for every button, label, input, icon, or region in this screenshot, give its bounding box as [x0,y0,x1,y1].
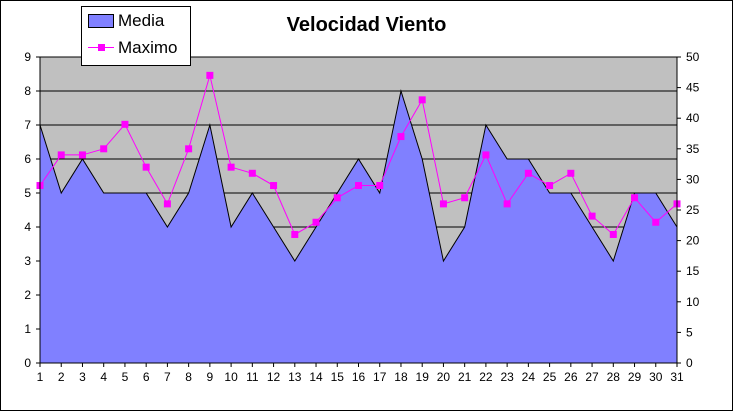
x-tick-label: 28 [607,370,621,384]
legend-item-media: Media [88,10,164,32]
y-left-tick-label: 6 [24,152,31,166]
maximo-point [312,218,320,226]
maximo-point [524,169,532,177]
maximo-point [482,151,490,159]
x-tick-label: 6 [143,370,150,384]
y-left-ticks: 0 1 2 3 4 5 6 7 8 9 [24,50,40,370]
legend: Media Maximo [81,6,191,66]
y-right-tick-label: 35 [686,142,700,156]
legend-item-maximo: Maximo [88,37,178,59]
maximo-point [333,194,341,202]
x-tick-label: 1 [37,370,44,384]
y-right-tick-label: 20 [686,234,700,248]
y-left-tick-label: 3 [24,254,31,268]
maximo-point [376,182,384,190]
maximo-point [397,133,405,141]
x-tick-label: 3 [79,370,86,384]
x-tick-label: 4 [100,370,107,384]
maximo-point [631,194,639,202]
x-tick-label: 26 [564,370,578,384]
x-tick-label: 9 [207,370,214,384]
maximo-point [270,182,278,190]
maximo-point [503,200,511,208]
legend-label-maximo: Maximo [118,38,178,57]
y-right-tick-label: 40 [686,111,700,125]
x-tick-label: 30 [649,370,663,384]
x-tick-label: 21 [458,370,472,384]
x-tick-label: 31 [670,370,684,384]
x-tick-label: 27 [585,370,599,384]
maximo-point [163,200,171,208]
x-tick-label: 2 [58,370,65,384]
y-left-tick-label: 9 [24,50,31,64]
legend-swatch-maximo [88,41,114,55]
maximo-point [121,120,129,128]
x-ticks: 1 2 3 4 5 6 7 8 9 10 11 12 13 14 15 16 17 18 19 20 21 22 23 24 2… [37,363,684,384]
y-right-ticks: 0 5 10 15 20 25 30 35 40 45 50 [677,50,700,370]
legend-swatch-media [88,14,114,28]
x-tick-label: 5 [122,370,129,384]
legend-label-media: Media [118,11,165,30]
x-tick-label: 20 [437,370,451,384]
x-tick-label: 16 [352,370,366,384]
x-tick-label: 17 [373,370,387,384]
maximo-point [57,151,65,159]
y-right-tick-label: 5 [686,325,693,339]
y-right-tick-label: 30 [686,172,700,186]
y-left-tick-label: 8 [24,84,31,98]
y-left-tick-label: 0 [24,356,31,370]
maximo-point [78,151,86,159]
maximo-point [439,200,447,208]
x-tick-label: 10 [224,370,238,384]
maximo-point [291,230,299,238]
x-tick-label: 15 [331,370,345,384]
x-tick-label: 18 [394,370,408,384]
maximo-point [652,218,660,226]
chart-title: Velocidad Viento [286,14,447,36]
x-tick-label: 22 [479,370,493,384]
maximo-point [142,163,150,171]
x-tick-label: 19 [416,370,430,384]
maximo-point [248,169,256,177]
y-right-tick-label: 45 [686,81,700,95]
x-tick-label: 12 [267,370,281,384]
y-left-tick-label: 7 [24,118,31,132]
x-tick-label: 23 [500,370,514,384]
maximo-point [418,96,426,104]
maximo-point [355,182,362,190]
y-right-tick-label: 0 [686,356,693,370]
maximo-point [546,182,554,190]
x-tick-label: 13 [288,370,302,384]
x-tick-label: 7 [164,370,171,384]
y-right-tick-label: 10 [686,295,700,309]
y-right-tick-label: 25 [686,203,700,217]
x-tick-label: 25 [543,370,557,384]
y-right-tick-label: 15 [686,264,700,278]
y-left-tick-label: 5 [24,186,31,200]
y-right-tick-label: 50 [686,50,700,64]
maximo-point [206,71,214,79]
maximo-point [588,212,596,220]
maximo-point [185,145,193,153]
maximo-point [567,169,575,177]
maximo-point [461,194,469,202]
maximo-point [100,145,108,153]
x-tick-label: 29 [628,370,642,384]
x-tick-label: 11 [246,370,259,384]
y-left-tick-label: 4 [24,220,31,234]
x-tick-label: 24 [522,370,536,384]
x-tick-label: 14 [309,370,323,384]
y-left-tick-label: 1 [24,322,31,336]
media-area [39,89,678,364]
x-tick-label: 8 [185,370,192,384]
y-left-tick-label: 2 [24,288,31,302]
maximo-point [609,230,617,238]
maximo-point [227,163,235,171]
